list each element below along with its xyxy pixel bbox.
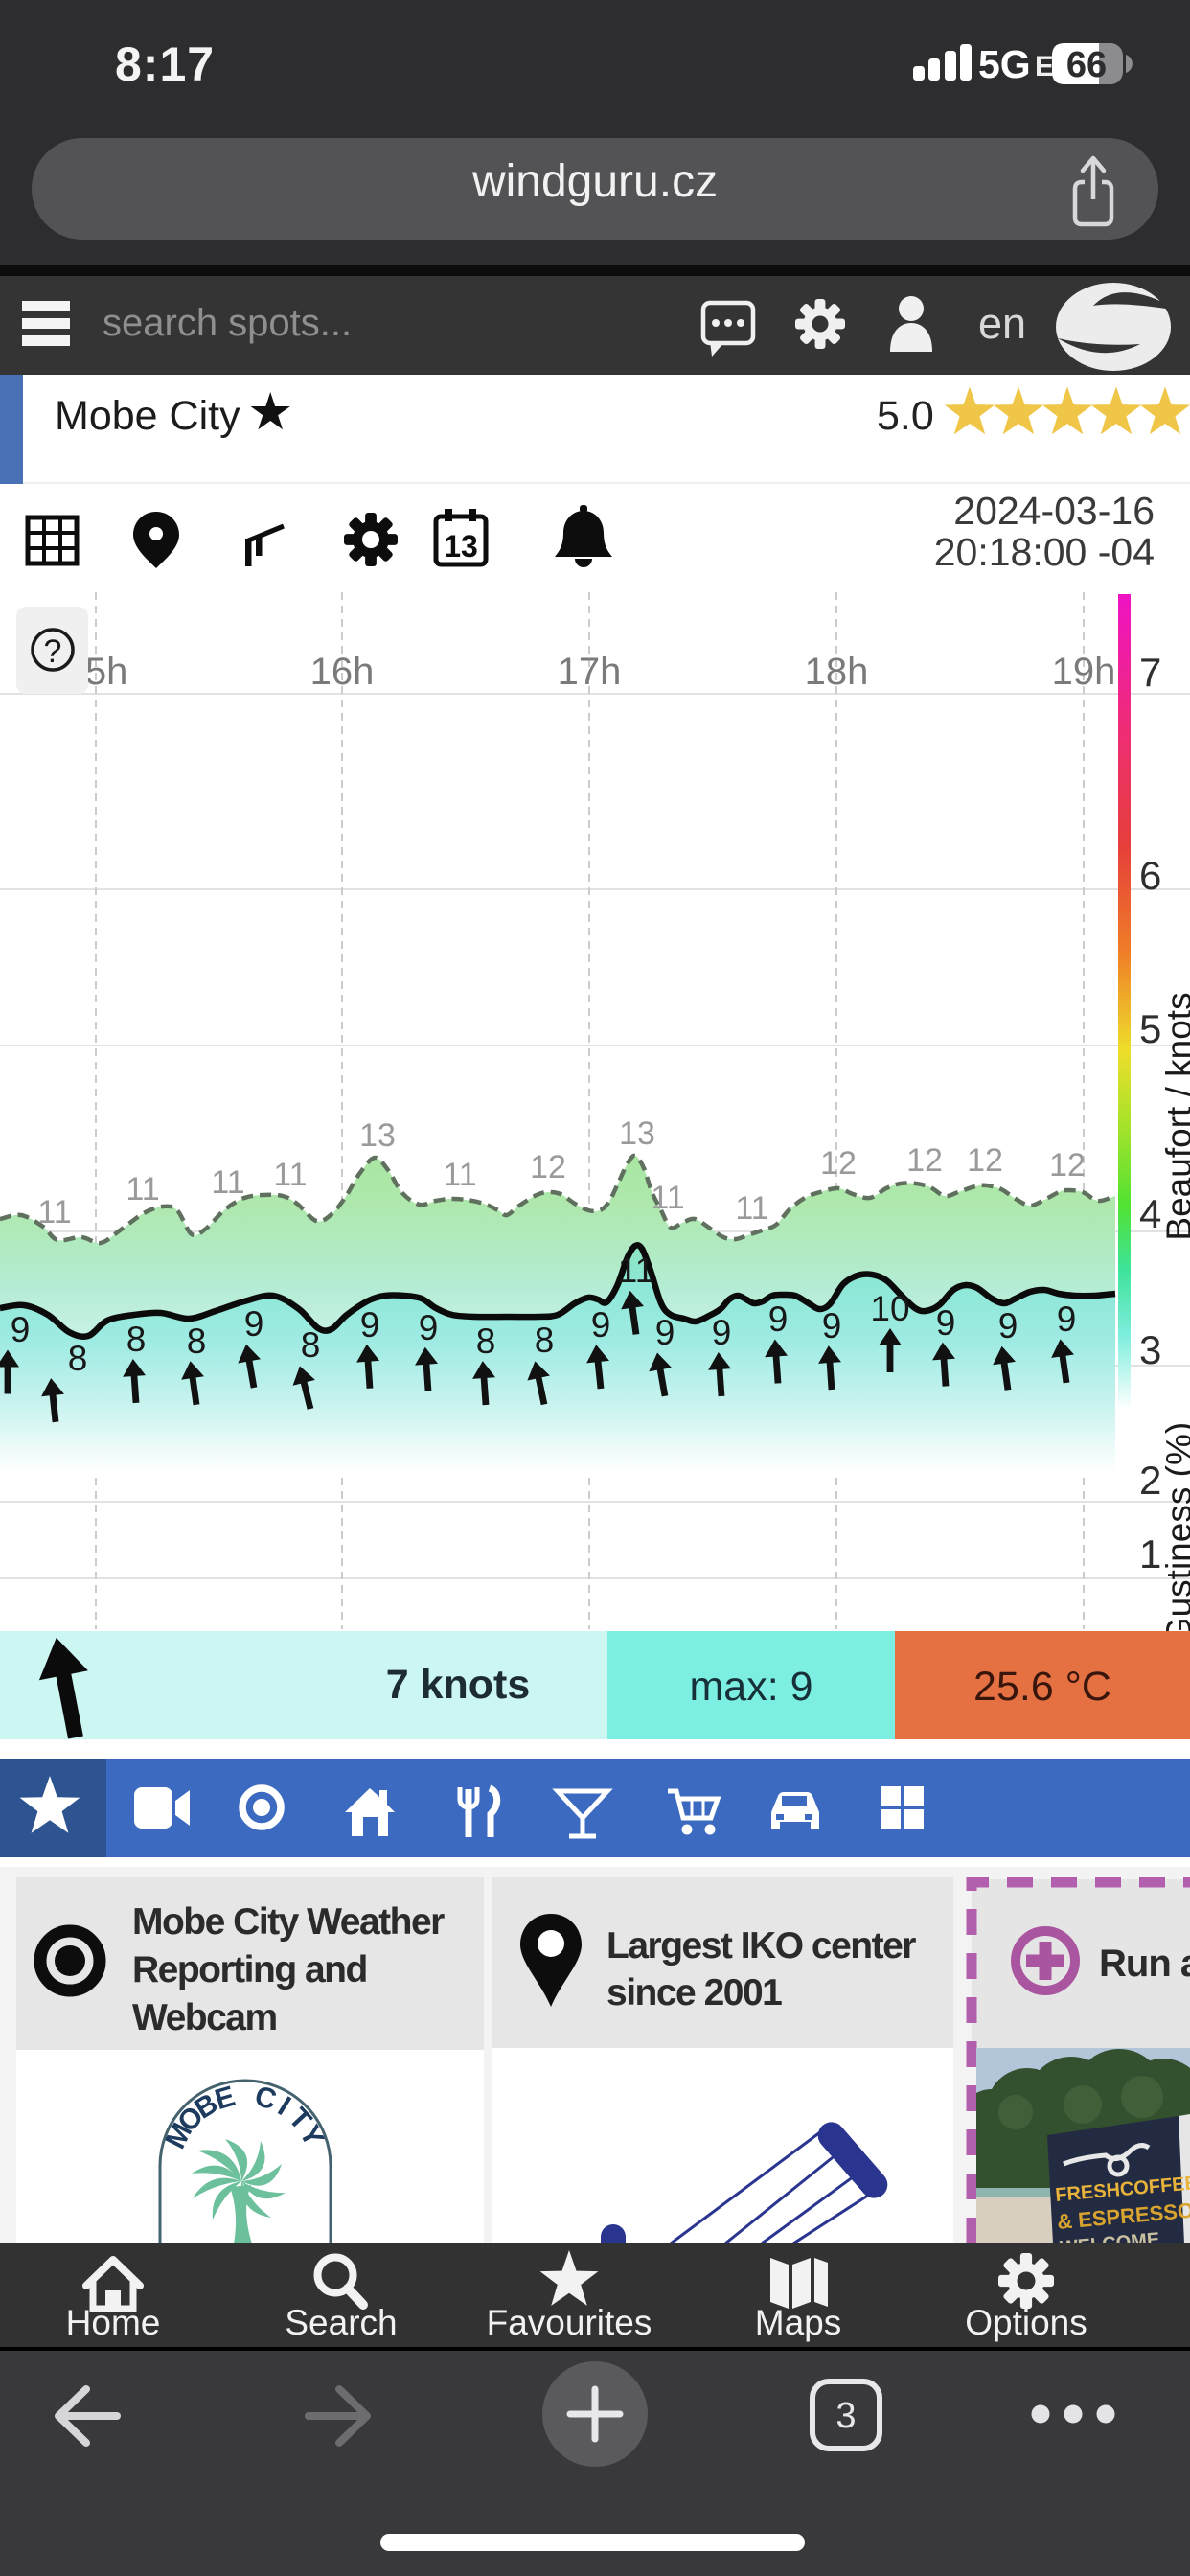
svg-text:9: 9 <box>11 1310 31 1349</box>
svg-text:5: 5 <box>1139 1006 1161 1051</box>
svg-text:7: 7 <box>1139 650 1161 695</box>
svg-text:11: 11 <box>443 1157 476 1193</box>
svg-text:11: 11 <box>735 1190 768 1227</box>
svg-text:1: 1 <box>1139 1531 1161 1576</box>
svg-text:13: 13 <box>619 1116 655 1152</box>
svg-text:4: 4 <box>1139 1191 1161 1236</box>
svg-text:8: 8 <box>187 1322 207 1361</box>
svg-text:9: 9 <box>936 1303 956 1343</box>
svg-text:9: 9 <box>998 1306 1018 1346</box>
svg-text:11: 11 <box>126 1171 159 1208</box>
svg-text:9: 9 <box>712 1313 732 1352</box>
svg-text:9: 9 <box>360 1305 380 1345</box>
svg-text:12: 12 <box>906 1142 943 1179</box>
svg-text:8: 8 <box>476 1322 496 1361</box>
svg-text:8: 8 <box>68 1339 88 1378</box>
svg-text:12: 12 <box>820 1145 857 1182</box>
svg-text:5G: 5G <box>978 42 1031 86</box>
svg-text:12: 12 <box>967 1142 1003 1179</box>
svg-text:9: 9 <box>591 1305 611 1345</box>
svg-text:9: 9 <box>768 1300 789 1339</box>
svg-text:11: 11 <box>37 1194 71 1230</box>
svg-text:9: 9 <box>244 1304 264 1344</box>
svg-text:3: 3 <box>835 2396 856 2436</box>
svg-text:?: ? <box>44 633 62 670</box>
svg-text:18h: 18h <box>805 651 869 693</box>
svg-text:11: 11 <box>651 1180 684 1216</box>
svg-text:6: 6 <box>1139 853 1161 898</box>
svg-text:9: 9 <box>1057 1300 1077 1339</box>
svg-text:13: 13 <box>359 1117 396 1154</box>
svg-text:11: 11 <box>618 1251 654 1290</box>
svg-text:Beaufort / knots: Beaufort / knots <box>1159 992 1190 1240</box>
svg-text:9: 9 <box>655 1313 675 1352</box>
svg-text:9: 9 <box>822 1306 842 1346</box>
svg-text:11: 11 <box>211 1164 244 1201</box>
svg-text:Gustiness (%): Gustiness (%) <box>1159 1422 1190 1631</box>
svg-text:8: 8 <box>301 1325 321 1365</box>
svg-text:8: 8 <box>535 1321 555 1360</box>
svg-text:19h: 19h <box>1052 651 1116 693</box>
svg-text:9: 9 <box>419 1308 439 1347</box>
svg-text:E: E <box>1035 51 1054 82</box>
svg-text:13: 13 <box>444 529 478 564</box>
svg-text:12: 12 <box>530 1149 566 1185</box>
svg-text:8: 8 <box>126 1320 147 1359</box>
svg-text:17h: 17h <box>558 651 622 693</box>
svg-text:10: 10 <box>870 1289 909 1328</box>
svg-text:16h: 16h <box>310 651 375 693</box>
svg-text:11: 11 <box>273 1157 307 1193</box>
svg-text:3: 3 <box>1139 1327 1161 1372</box>
svg-text:12: 12 <box>1049 1147 1086 1184</box>
svg-text:2: 2 <box>1139 1458 1161 1503</box>
svg-text:66: 66 <box>1066 45 1107 85</box>
